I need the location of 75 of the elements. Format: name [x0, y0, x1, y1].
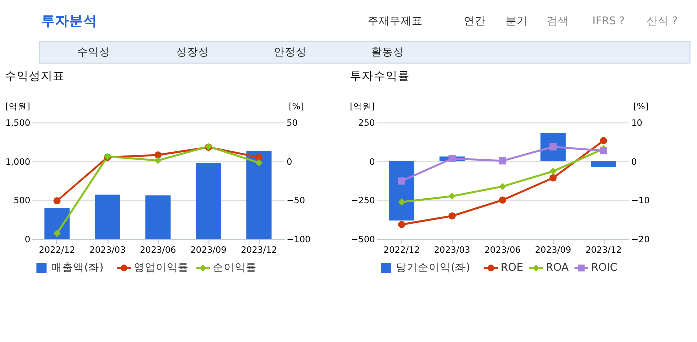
- text: 연간: [464, 14, 486, 28]
- x-tick-label: 2023/09: [535, 246, 572, 256]
- point: [448, 192, 456, 200]
- point: [154, 157, 162, 164]
- x-tick-label: 2023/12: [586, 246, 622, 256]
- y-tick-label: −500: [351, 236, 376, 246]
- bar: [389, 161, 415, 221]
- legend-label: 당기순이익(좌): [396, 261, 470, 274]
- text: 수익성: [78, 45, 111, 58]
- y-tick-label: 250: [358, 119, 376, 130]
- text: IFRS ?: [592, 14, 626, 28]
- y-tick-label: 0: [370, 158, 376, 168]
- y2-tick-label: −10: [631, 196, 650, 207]
- point: [54, 197, 61, 205]
- bar: [95, 194, 120, 240]
- chart-title: 수익성지표: [5, 68, 66, 83]
- point: [499, 157, 506, 165]
- y-axis-title: [억원]: [6, 102, 30, 113]
- point: [550, 168, 557, 176]
- x-tick-label: 2023/03: [434, 246, 470, 256]
- y2-tick-label: 50: [286, 119, 298, 130]
- y2-axis-title: [%]: [634, 102, 649, 113]
- x-tick-label: 2022/12: [39, 246, 76, 256]
- x-tick-label: 2022/12: [384, 246, 420, 256]
- bar: [146, 196, 171, 240]
- y2-tick-label: −20: [631, 236, 650, 246]
- point: [398, 178, 406, 185]
- text: 분기: [506, 14, 528, 28]
- y-axis-title: [억원]: [350, 102, 375, 113]
- y-tick-label: 500: [14, 196, 31, 207]
- x-tick-label: 2023/09: [190, 246, 227, 256]
- y-tick-label: 0: [25, 236, 31, 246]
- legend-label: 순이익률: [213, 261, 258, 274]
- y-tick-label: 1,500: [6, 119, 31, 130]
- x-tick-label: 2023/06: [484, 246, 521, 256]
- bar: [196, 163, 222, 240]
- text: 안정성: [274, 45, 307, 58]
- x-tick-label: 2023/03: [90, 246, 126, 256]
- bar: [591, 161, 616, 168]
- legend-label: 영업이익률: [134, 261, 189, 274]
- chart-title: 투자수익률: [350, 68, 410, 83]
- point: [398, 221, 406, 228]
- y2-tick-label: −50: [286, 196, 306, 207]
- point: [256, 154, 263, 162]
- y-tick-label: 1,000: [6, 158, 31, 168]
- y2-tick-label: 0: [631, 158, 638, 168]
- legend-label: ROIC: [591, 261, 618, 274]
- point: [398, 198, 406, 206]
- x-tick-label: 2023/12: [241, 246, 278, 256]
- legend-label: ROA: [546, 261, 570, 274]
- x-tick-label: 2023/06: [140, 246, 176, 256]
- y2-axis-title: [%]: [289, 102, 304, 113]
- legend-label: 매출액(좌): [51, 261, 104, 274]
- point: [54, 230, 61, 238]
- point: [600, 137, 608, 144]
- y2-tick-label: 0: [286, 158, 292, 168]
- point: [499, 183, 506, 190]
- y2-tick-label: −100: [286, 236, 311, 246]
- point: [448, 212, 456, 220]
- text: 검색: [547, 14, 570, 28]
- bar: [246, 151, 272, 240]
- point: [499, 196, 506, 204]
- y-tick-label: −250: [351, 196, 376, 207]
- text: 성장성: [176, 45, 210, 58]
- text: 주재무제표: [368, 14, 424, 28]
- text: 산식 ?: [646, 14, 678, 28]
- y2-tick-label: 10: [631, 119, 643, 130]
- text: 활동성: [371, 45, 404, 58]
- text: 투자분석: [42, 14, 98, 30]
- point: [550, 174, 557, 182]
- point: [256, 159, 263, 167]
- point: [154, 152, 162, 159]
- point: [448, 155, 456, 162]
- bar: [44, 208, 70, 240]
- legend-label: ROE: [500, 261, 524, 274]
